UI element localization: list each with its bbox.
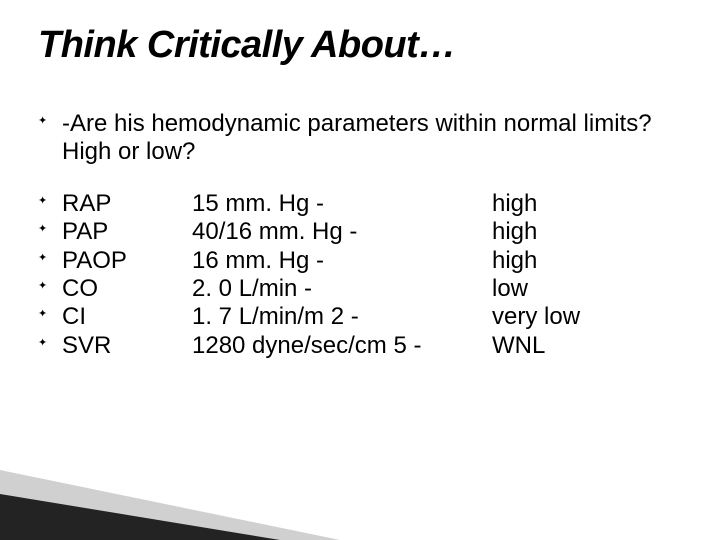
parameter-row: ✦RAP15 mm. Hg -high	[38, 190, 690, 218]
slide: Think Critically About… ✦ -Are his hemod…	[0, 0, 720, 540]
parameter-row: ✦PAOP16 mm. Hg -high	[38, 247, 690, 275]
bullet-icon: ✦	[38, 303, 62, 320]
parameter-row: ✦PAP40/16 mm. Hg -high	[38, 218, 690, 246]
decor-wedge-dark	[0, 494, 280, 540]
parameter-value: 2. 0 L/min -	[192, 275, 492, 303]
question-row: ✦ -Are his hemodynamic parameters within…	[38, 110, 690, 166]
parameter-status: low	[492, 275, 690, 303]
parameter-name: RAP	[62, 190, 192, 218]
parameter-row: ✦SVR1280 dyne/sec/cm 5 -WNL	[38, 332, 690, 360]
parameter-name: PAP	[62, 218, 192, 246]
parameter-status: high	[492, 218, 690, 246]
slide-body: ✦ -Are his hemodynamic parameters within…	[38, 110, 690, 360]
parameter-name: CI	[62, 303, 192, 331]
slide-title: Think Critically About…	[38, 24, 456, 67]
parameter-row: ✦CO2. 0 L/min -low	[38, 275, 690, 303]
bullet-icon: ✦	[38, 218, 62, 235]
bullet-icon: ✦	[38, 247, 62, 264]
parameter-status: high	[492, 247, 690, 275]
parameter-value: 1280 dyne/sec/cm 5 -	[192, 332, 492, 360]
parameter-value: 16 mm. Hg -	[192, 247, 492, 275]
bullet-icon: ✦	[38, 275, 62, 292]
bullet-icon: ✦	[38, 332, 62, 349]
parameter-name: CO	[62, 275, 192, 303]
parameter-value: 1. 7 L/min/m 2 -	[192, 303, 492, 331]
parameter-row: ✦CI1. 7 L/min/m 2 -very low	[38, 303, 690, 331]
bullet-icon: ✦	[38, 190, 62, 207]
question-text: -Are his hemodynamic parameters within n…	[62, 110, 690, 166]
parameters-list: ✦RAP15 mm. Hg -high✦PAP40/16 mm. Hg -hig…	[38, 190, 690, 360]
bullet-icon: ✦	[38, 110, 62, 127]
parameter-name: SVR	[62, 332, 192, 360]
parameter-status: very low	[492, 303, 690, 331]
parameter-status: WNL	[492, 332, 690, 360]
parameter-status: high	[492, 190, 690, 218]
parameter-name: PAOP	[62, 247, 192, 275]
parameter-value: 15 mm. Hg -	[192, 190, 492, 218]
parameter-value: 40/16 mm. Hg -	[192, 218, 492, 246]
